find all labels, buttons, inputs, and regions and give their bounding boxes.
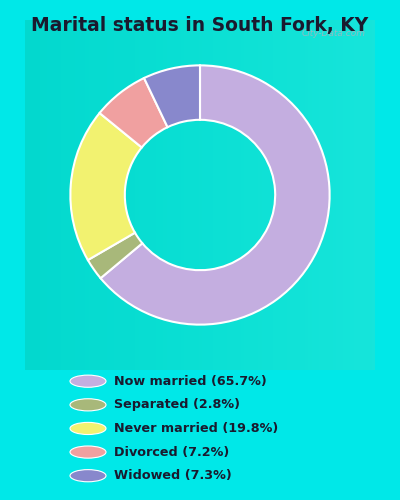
Circle shape: [70, 470, 106, 482]
Wedge shape: [70, 113, 142, 260]
Circle shape: [70, 422, 106, 434]
Text: Divorced (7.2%): Divorced (7.2%): [114, 446, 229, 458]
Wedge shape: [100, 78, 168, 148]
Circle shape: [70, 446, 106, 458]
Text: City-Data.com: City-Data.com: [302, 29, 366, 38]
Circle shape: [70, 399, 106, 411]
Wedge shape: [144, 66, 200, 127]
Text: Marital status in South Fork, KY: Marital status in South Fork, KY: [31, 16, 369, 35]
Wedge shape: [88, 232, 142, 278]
Text: Widowed (7.3%): Widowed (7.3%): [114, 469, 232, 482]
Text: Never married (19.8%): Never married (19.8%): [114, 422, 278, 435]
Wedge shape: [100, 66, 330, 324]
Text: Separated (2.8%): Separated (2.8%): [114, 398, 240, 411]
Circle shape: [70, 375, 106, 388]
Text: Now married (65.7%): Now married (65.7%): [114, 374, 267, 388]
